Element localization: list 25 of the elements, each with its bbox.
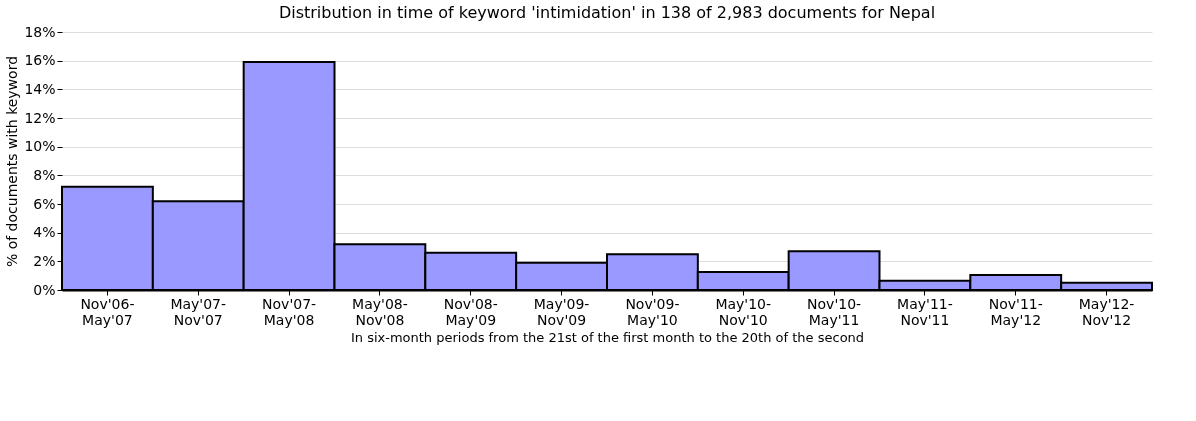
y-tick-label: 10% (24, 138, 56, 155)
y-tick-label: 6% (33, 195, 56, 212)
x-tick-label: May'10- Nov'10 (715, 295, 772, 328)
y-tick-label: 0% (33, 281, 56, 298)
chart-title: Distribution in time of keyword 'intimidation' in 138 of 2,983 documents for Nepal (278, 3, 936, 22)
x-axis-title: In six-month periods from the 21st of the first month to the 20th of the second (350, 329, 865, 345)
y-tick-label: 18% (24, 23, 56, 40)
x-tick-label: May'12- Nov'12 (1078, 295, 1135, 328)
x-tick-label: Nov'08- May'09 (443, 295, 498, 328)
y-tick-label: 8% (33, 166, 56, 183)
x-tick-label: May'09- Nov'09 (533, 295, 590, 328)
y-axis-title: % of documents with keyword (4, 55, 21, 268)
x-tick-label: May'11- Nov'11 (897, 295, 953, 328)
x-tick-label: Nov'06- May'07 (80, 295, 135, 328)
y-tick-label: 16% (24, 52, 56, 69)
y-tick-label: 12% (24, 109, 56, 126)
x-tick-label: May'08- Nov'08 (352, 295, 408, 328)
x-tick-label: Nov'09- May'10 (625, 295, 680, 328)
y-tick-label: 14% (24, 80, 56, 97)
x-tick-label: Nov'11- May'12 (988, 295, 1043, 328)
x-tick-label: May'07- Nov'07 (170, 295, 227, 328)
x-tick-label: Nov'10- May'11 (807, 295, 862, 328)
y-tick-label: 2% (33, 252, 56, 269)
y-tick-label: 4% (33, 224, 56, 241)
x-tick-label: Nov'07- May'08 (262, 295, 317, 328)
